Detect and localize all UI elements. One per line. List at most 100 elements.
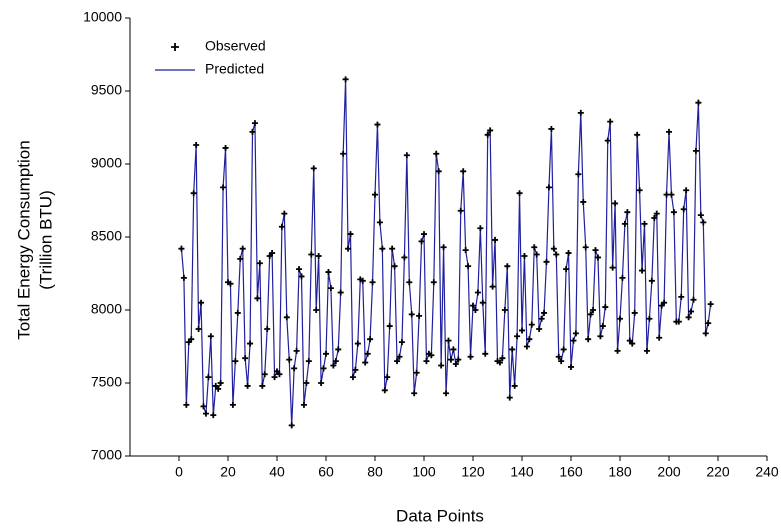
observed-marker <box>180 274 187 281</box>
observed-marker <box>648 277 655 284</box>
observed-marker <box>389 245 396 252</box>
observed-marker <box>707 301 714 308</box>
observed-marker <box>443 390 450 397</box>
observed-marker <box>666 128 672 135</box>
observed-marker <box>531 244 538 251</box>
observed-marker <box>254 295 261 302</box>
observed-marker <box>670 209 677 216</box>
observed-marker <box>396 353 403 360</box>
observed-marker <box>305 358 312 365</box>
observed-marker <box>413 369 420 376</box>
observed-marker <box>286 356 293 363</box>
observed-marker <box>183 401 190 408</box>
observed-marker <box>516 190 523 197</box>
observed-marker <box>291 365 298 372</box>
observed-marker <box>381 387 388 394</box>
observed-marker <box>384 374 391 381</box>
observed-marker <box>575 171 582 178</box>
observed-marker <box>269 250 276 257</box>
observed-marker <box>325 269 332 276</box>
observed-marker <box>345 245 352 252</box>
observed-marker <box>572 330 579 337</box>
observed-marker <box>215 385 222 392</box>
observed-marker <box>695 99 702 106</box>
observed-marker <box>445 337 452 344</box>
observed-marker <box>198 299 205 306</box>
observed-marker <box>401 254 408 261</box>
observed-marker <box>509 346 516 353</box>
observed-marker <box>293 347 300 354</box>
observed-marker <box>210 412 217 419</box>
observed-marker <box>536 325 543 332</box>
observed-marker <box>614 347 621 354</box>
observed-marker <box>523 343 530 350</box>
observed-marker <box>227 280 234 287</box>
observed-marker <box>521 252 528 259</box>
observed-marker <box>683 187 690 194</box>
observed-marker <box>352 366 359 373</box>
x-tick-label: 120 <box>461 464 485 480</box>
observed-marker <box>690 296 697 303</box>
observed-marker <box>452 361 459 368</box>
observed-marker <box>202 410 209 417</box>
observed-marker <box>680 206 687 213</box>
observed-marker <box>283 314 290 321</box>
y-tick-label: 7000 <box>91 447 122 463</box>
observed-marker <box>229 401 236 408</box>
x-axis-title: Data Points <box>396 506 484 525</box>
observed-marker <box>514 333 521 340</box>
observed-marker <box>318 380 325 386</box>
observed-marker <box>450 346 457 353</box>
observed-marker <box>256 260 263 267</box>
observed-marker <box>234 309 241 316</box>
x-tick-label: 160 <box>559 464 583 480</box>
observed-marker <box>641 220 648 227</box>
observed-marker <box>629 340 636 347</box>
observed-marker <box>398 339 405 346</box>
observed-marker <box>639 267 646 274</box>
observed-marker <box>541 309 548 316</box>
observed-marker <box>651 215 658 222</box>
observed-marker <box>313 307 320 313</box>
observed-marker <box>526 336 533 343</box>
observed-marker <box>545 184 552 191</box>
observed-marker <box>340 150 347 157</box>
observed-marker <box>496 359 503 366</box>
observed-marker <box>367 336 374 343</box>
observed-marker <box>323 350 329 357</box>
observed-marker <box>335 346 342 353</box>
observed-marker <box>592 247 599 254</box>
observed-marker <box>577 109 584 116</box>
observed-marker <box>533 251 540 258</box>
observed-marker <box>661 299 668 306</box>
observed-marker <box>565 250 572 257</box>
observed-marker <box>467 353 474 360</box>
observed-marker <box>553 251 560 258</box>
observed-marker <box>264 325 271 332</box>
observed-marker <box>276 371 283 378</box>
observed-marker <box>470 302 476 309</box>
y-tick-label: 9500 <box>91 82 122 98</box>
observed-marker <box>320 365 327 372</box>
observed-marker <box>555 353 562 360</box>
observed-marker <box>207 333 214 340</box>
observed-marker <box>570 337 577 344</box>
observed-marker <box>217 380 224 386</box>
observed-marker <box>504 263 511 270</box>
observed-marker <box>259 382 266 389</box>
observed-marker <box>489 283 496 290</box>
observed-marker <box>310 165 317 172</box>
observed-marker <box>560 346 567 353</box>
legend-marker <box>171 43 179 51</box>
observed-marker <box>685 314 692 321</box>
observed-marker <box>604 137 611 144</box>
observed-marker <box>332 358 339 365</box>
observed-marker <box>585 336 592 343</box>
observed-marker <box>416 312 423 319</box>
observed-marker <box>619 274 626 281</box>
observed-marker <box>193 142 200 149</box>
observed-marker <box>347 231 354 238</box>
observed-marker <box>621 220 628 227</box>
observed-marker <box>465 263 472 270</box>
